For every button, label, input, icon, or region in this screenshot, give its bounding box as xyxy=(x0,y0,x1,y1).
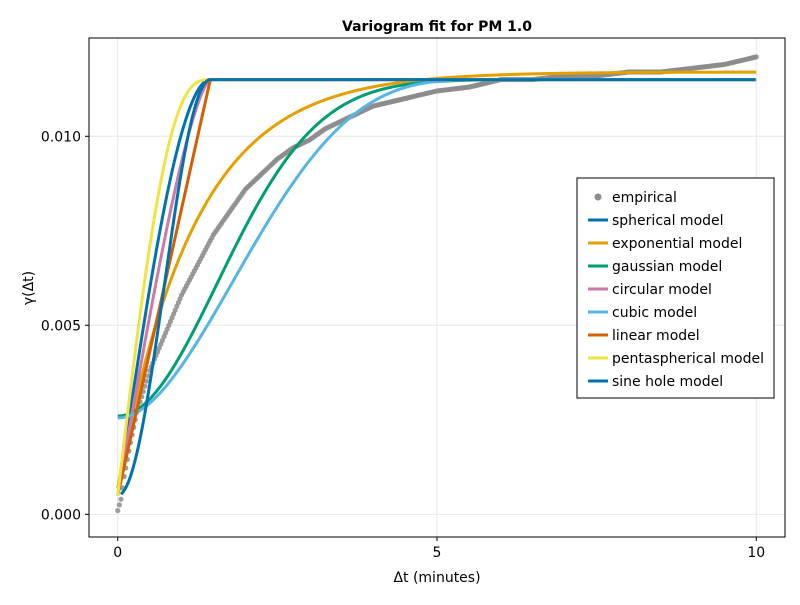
empirical-point xyxy=(145,373,151,379)
legend-label: empirical xyxy=(612,190,677,206)
sine-hole-model-line xyxy=(119,78,756,496)
legend-box xyxy=(576,177,775,399)
plot-layer xyxy=(115,54,759,514)
legend-label: circular model xyxy=(612,282,712,298)
legend-label: spherical model xyxy=(612,213,724,229)
empirical-point xyxy=(115,507,121,514)
empirical-point xyxy=(753,54,759,60)
y-tick-label: 0.000 xyxy=(41,507,81,523)
x-tick-label: 0 xyxy=(113,545,122,561)
legend-marker xyxy=(594,193,602,201)
x-tick-label: 5 xyxy=(433,545,442,561)
legend-label: sine hole model xyxy=(612,374,723,390)
legend: empirical spherical model exponential mode… xyxy=(576,177,775,399)
x-tick-label: 10 xyxy=(747,545,765,561)
empirical-point xyxy=(116,502,122,508)
y-tick-label: 0.010 xyxy=(41,129,81,145)
y-tick-label: 0.005 xyxy=(41,318,81,334)
legend-label: gaussian model xyxy=(612,259,722,275)
legend-label: pentaspherical model xyxy=(612,351,764,367)
tick-layer: 0 5 10 0.000 0.005 0.010 xyxy=(41,129,765,561)
y-axis-label: γ(Δt) xyxy=(21,271,37,305)
empirical-point xyxy=(118,496,124,502)
legend-label: exponential model xyxy=(612,236,742,252)
x-axis-label: Δt (minutes) xyxy=(393,570,480,586)
empirical-point xyxy=(143,378,150,384)
chart-title: Variogram fit for PM 1.0 xyxy=(342,19,532,35)
legend-label: cubic model xyxy=(612,305,697,321)
legend-label: linear model xyxy=(612,328,700,344)
